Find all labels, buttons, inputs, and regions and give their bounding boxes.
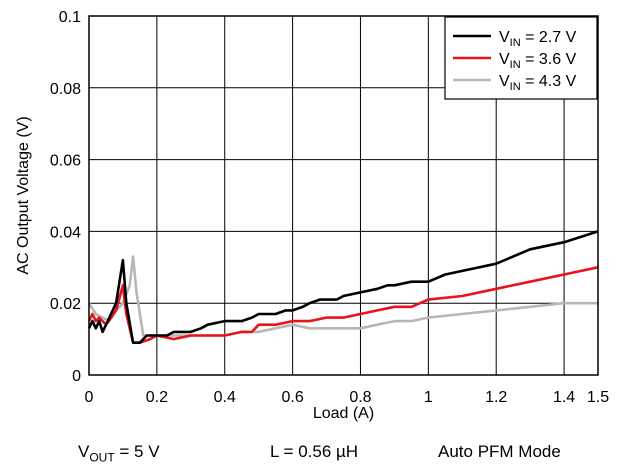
y-tick-label: 0.1 — [59, 9, 81, 26]
chart: 0 0.2 0.4 0.6 0.8 1 1.2 1.4 1.5 0 0.02 0.04 0.06 0.08… — [15, 9, 609, 422]
legend-label-2: VIN = 3.6 V — [499, 51, 577, 71]
vout-caption-sub: OUT — [89, 450, 115, 465]
x-tick-label: 1.2 — [485, 389, 507, 406]
y-axis-label: AC Output Voltage (V) — [15, 116, 32, 274]
y-tick-label: 0.04 — [50, 224, 81, 241]
x-axis-label: Load (A) — [313, 405, 374, 422]
y-tick-label: 0.02 — [50, 296, 81, 313]
inductor-caption: L = 0.56 µH — [270, 442, 359, 461]
x-tick-label: 1 — [424, 389, 433, 406]
vout-caption-rest: = 5 V — [114, 442, 160, 461]
plot-frame — [88, 15, 599, 376]
x-tick-label: 0.2 — [146, 389, 168, 406]
mode-caption: Auto PFM Mode — [438, 442, 561, 461]
y-tick-label: 0.08 — [50, 81, 81, 98]
series-line-1 — [87, 230, 599, 345]
series-line-2 — [87, 266, 599, 345]
x-tick-label: 0.8 — [349, 389, 371, 406]
axis-ticks: 0 0.2 0.4 0.6 0.8 1 1.2 1.4 1.5 0 0.02 0.04 0.06 0.08… — [50, 9, 609, 406]
vout-caption-main: V — [78, 442, 90, 461]
vout-caption: VOUT = 5 V — [78, 442, 160, 464]
legend-label-1: VIN = 2.7 V — [499, 29, 577, 49]
x-tick-label: 0.6 — [281, 389, 303, 406]
legend-label-3: VIN = 4.3 V — [499, 73, 577, 93]
y-tick-label: 0.06 — [50, 153, 81, 170]
y-tick-label: 0 — [72, 368, 81, 385]
x-tick-label: 0 — [85, 389, 94, 406]
x-tick-label: 1.5 — [587, 389, 609, 406]
x-tick-label: 0.4 — [214, 389, 236, 406]
x-tick-label: 1.4 — [553, 389, 575, 406]
series-group — [87, 230, 599, 345]
